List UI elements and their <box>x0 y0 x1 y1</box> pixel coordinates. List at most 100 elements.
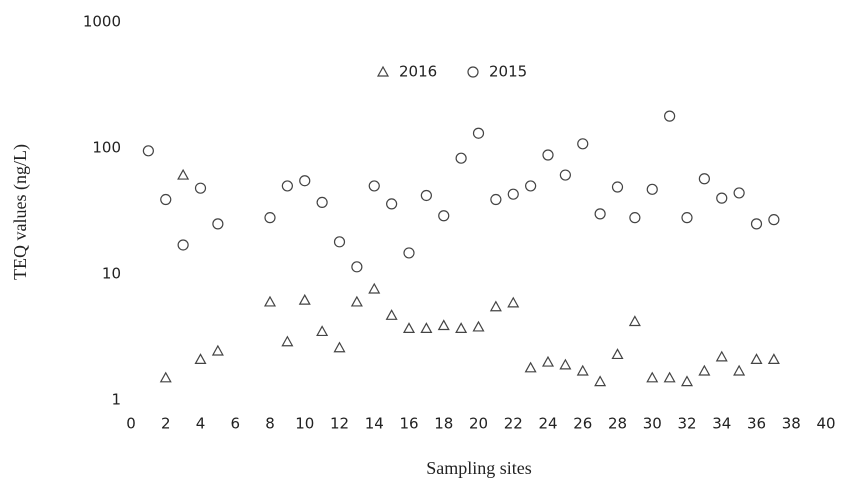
x-tick-label: 6 <box>230 415 240 433</box>
triangle-marker <box>594 375 607 387</box>
x-tick-label: 14 <box>365 415 384 433</box>
triangle-marker <box>576 364 589 376</box>
triangle-marker <box>489 300 502 312</box>
triangle-marker <box>507 296 520 308</box>
triangle-marker <box>455 322 468 334</box>
triangle-marker <box>177 168 190 180</box>
y-tick-label: 1000 <box>83 13 121 31</box>
circle-marker <box>194 182 207 194</box>
circle-marker <box>559 169 571 181</box>
circle-marker <box>386 198 398 210</box>
circle-marker <box>281 180 293 192</box>
triangle-marker <box>559 358 572 370</box>
circle-marker <box>212 218 224 230</box>
x-tick-label: 32 <box>677 415 696 433</box>
circle-marker <box>629 212 641 224</box>
circle-marker <box>507 188 519 200</box>
triangle-marker <box>194 353 207 365</box>
circle-marker <box>733 187 745 199</box>
triangle-marker <box>698 364 711 376</box>
y-tick-label: 1 <box>111 391 121 409</box>
circle-marker <box>594 208 606 220</box>
triangle-marker <box>733 364 746 376</box>
circle-marker <box>716 192 728 204</box>
circle-marker <box>768 214 780 226</box>
x-tick-label: 2 <box>161 415 171 433</box>
legend-label: 2016 <box>399 63 437 81</box>
x-tick-label: 0 <box>126 415 136 433</box>
circle-marker <box>664 110 676 122</box>
circle-marker <box>472 127 485 139</box>
x-tick-label: 8 <box>265 415 275 433</box>
triangle-marker <box>646 371 659 383</box>
x-tick-label: 10 <box>295 415 314 433</box>
x-tick-label: 18 <box>434 415 453 433</box>
circle-marker <box>316 196 328 209</box>
triangle-marker <box>281 335 294 347</box>
triangle-marker <box>628 315 641 327</box>
circle-marker <box>750 218 763 230</box>
triangle-marker <box>680 375 694 387</box>
triangle-marker <box>376 65 390 77</box>
circle-marker <box>646 183 658 195</box>
triangle-marker <box>767 353 780 365</box>
triangle-marker <box>715 350 728 362</box>
x-tick-label: 30 <box>643 415 662 433</box>
legend-label: 2015 <box>489 63 527 81</box>
triangle-marker <box>368 282 381 294</box>
x-tick-label: 22 <box>504 415 523 433</box>
triangle-marker <box>263 295 277 307</box>
x-tick-label: 28 <box>608 415 627 433</box>
circle-marker <box>142 145 154 157</box>
triangle-marker <box>333 341 346 353</box>
x-tick-label: 38 <box>782 415 801 433</box>
triangle-marker <box>298 293 311 305</box>
triangle-marker <box>541 355 555 367</box>
circle-marker <box>438 210 450 222</box>
circle-marker <box>403 247 415 259</box>
circle-marker <box>525 180 537 192</box>
x-tick-label: 4 <box>196 415 206 433</box>
x-tick-label: 26 <box>573 415 592 433</box>
circle-marker <box>299 175 311 187</box>
circle-marker <box>490 193 502 206</box>
triangle-marker <box>611 348 624 360</box>
circle-marker <box>177 239 189 251</box>
triangle-marker <box>420 322 433 334</box>
circle-marker <box>681 212 693 224</box>
x-tick-label: 34 <box>712 415 731 433</box>
triangle-marker <box>211 344 224 356</box>
triangle-marker <box>350 295 363 307</box>
triangle-marker <box>402 322 416 334</box>
y-axis-label: TEQ values (ng/L) <box>10 144 31 280</box>
circle-marker <box>611 181 624 193</box>
triangle-marker <box>472 320 485 332</box>
x-tick-label: 12 <box>330 415 349 433</box>
circle-marker <box>351 261 363 273</box>
circle-marker <box>264 212 276 224</box>
y-tick-label: 10 <box>102 265 121 283</box>
circle-marker <box>160 193 172 206</box>
circle-marker <box>542 149 554 161</box>
triangle-marker <box>750 353 763 365</box>
circle-marker <box>333 236 346 248</box>
x-axis-label: Sampling sites <box>426 458 532 478</box>
y-tick-label: 100 <box>92 139 121 157</box>
x-tick-label: 16 <box>399 415 418 433</box>
triangle-marker <box>385 309 398 320</box>
circle-marker <box>698 173 710 185</box>
circle-marker <box>420 189 432 202</box>
circle-marker <box>368 180 380 192</box>
triangle-marker <box>316 325 329 337</box>
x-tick-label: 20 <box>469 415 488 433</box>
circle-marker <box>577 138 589 150</box>
x-tick-label: 24 <box>538 415 557 433</box>
triangle-marker <box>159 371 172 383</box>
triangle-marker <box>524 361 537 373</box>
x-tick-label: 36 <box>747 415 766 433</box>
triangle-marker <box>437 319 450 331</box>
triangle-marker <box>663 371 676 383</box>
circle-marker <box>467 66 479 78</box>
x-tick-label: 40 <box>816 415 835 433</box>
